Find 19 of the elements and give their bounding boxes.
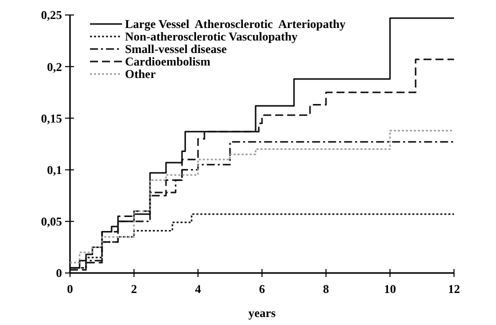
y-tick-label: 0,05 xyxy=(41,214,62,229)
x-tick-label: 10 xyxy=(384,282,396,296)
y-tick-label: 0,1 xyxy=(47,163,62,177)
x-tick-label: 0 xyxy=(67,282,73,296)
legend-label: Cardioembolism xyxy=(125,54,210,69)
x-tick-label: 4 xyxy=(195,282,201,296)
legend-label: Non-atherosclerotic Vasculopathy xyxy=(125,30,298,44)
y-tick-label: 0,15 xyxy=(41,111,62,126)
y-tick-label: 0 xyxy=(56,266,62,280)
x-tick-label: 6 xyxy=(259,282,265,296)
y-tick-label: 0,2 xyxy=(47,60,62,74)
legend-label: Other xyxy=(125,67,156,82)
x-axis-title: years xyxy=(248,306,276,320)
legend-label: Large Vessel Atherosclerotic Arteriopathy xyxy=(125,17,346,32)
x-tick-label: 8 xyxy=(323,282,329,296)
x-tick-label: 2 xyxy=(131,282,137,296)
x-tick-label: 12 xyxy=(448,282,460,296)
legend-label: Small-vessel disease xyxy=(125,42,228,56)
y-tick-label: 0,25 xyxy=(41,8,62,22)
